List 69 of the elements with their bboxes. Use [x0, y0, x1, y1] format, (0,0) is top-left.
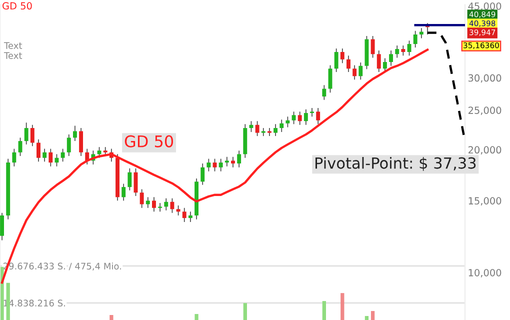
y-tick-label: 45,000: [468, 2, 502, 11]
candlestick: [218, 158, 223, 172]
candlestick: [328, 64, 332, 94]
candlestick: [370, 36, 375, 58]
candlestick: [188, 211, 192, 222]
annotation: Text: [4, 52, 22, 59]
candlestick: [182, 207, 186, 222]
candlestick: [286, 116, 290, 128]
candlestick: [237, 150, 242, 168]
annotation: / 475,4 Mio.: [68, 262, 121, 270]
candlestick: [292, 111, 296, 125]
y-tick-label: 25,000: [468, 106, 502, 115]
candlestick: [48, 148, 53, 167]
line-series: [426, 32, 465, 138]
candlestick: [72, 125, 77, 142]
candlestick: [170, 198, 174, 214]
candlestick: [12, 148, 16, 167]
annotation: GD 50: [2, 2, 32, 10]
candlestick: [419, 28, 424, 39]
candlestick: [376, 50, 381, 72]
candlestick: [413, 30, 418, 48]
line-series: [0, 48, 429, 284]
candlestick: [304, 109, 308, 126]
candlestick: [122, 183, 126, 202]
candlestick: [322, 84, 326, 100]
y-tick-label: 30,000: [468, 74, 502, 83]
candlestick: [128, 168, 132, 191]
candlestick: [158, 202, 162, 212]
candlestick: [0, 212, 4, 241]
candlestick: [310, 108, 314, 118]
candlestick: [60, 148, 65, 162]
candlestick: [212, 158, 217, 172]
y-tick-label: 15,000: [468, 197, 502, 206]
annotation: Pivotal-Point: $ 37,33: [316, 157, 476, 171]
candlestick: [152, 196, 156, 212]
candlestick: [140, 188, 144, 208]
candlestick: [231, 156, 235, 168]
candlestick: [401, 45, 406, 56]
candlestick: [66, 134, 71, 156]
candlestick: [146, 196, 150, 208]
candlestick: [382, 58, 387, 72]
candlestick: [340, 48, 344, 64]
candlestick: [334, 48, 338, 72]
candlestick: [18, 137, 22, 156]
candlestick: [255, 120, 260, 136]
candlestick: [97, 146, 102, 158]
candlestick: [36, 138, 40, 162]
candlestick: [346, 55, 350, 72]
candlestick: [316, 108, 320, 125]
candlestick: [395, 45, 400, 58]
candlestick: [280, 119, 284, 132]
candlestick: [358, 62, 363, 80]
annotation: Text: [4, 42, 22, 49]
candlestick: [30, 124, 34, 147]
candlestick: [206, 158, 211, 172]
candlestick: [164, 198, 168, 211]
candlestick: [224, 156, 229, 167]
candlestick: [298, 111, 302, 126]
annotation: GD 50: [124, 135, 174, 148]
candlestick: [389, 50, 394, 66]
candlestick: [24, 122, 28, 145]
y-tick-label: 10,000: [468, 269, 502, 278]
candlestick: [352, 64, 357, 80]
y-tick-label: 20,000: [468, 146, 502, 155]
candlestick: [274, 124, 278, 136]
candlestick: [176, 205, 180, 216]
candlestick: [200, 163, 205, 186]
candlestick: [79, 128, 84, 156]
candlestick: [42, 148, 47, 162]
